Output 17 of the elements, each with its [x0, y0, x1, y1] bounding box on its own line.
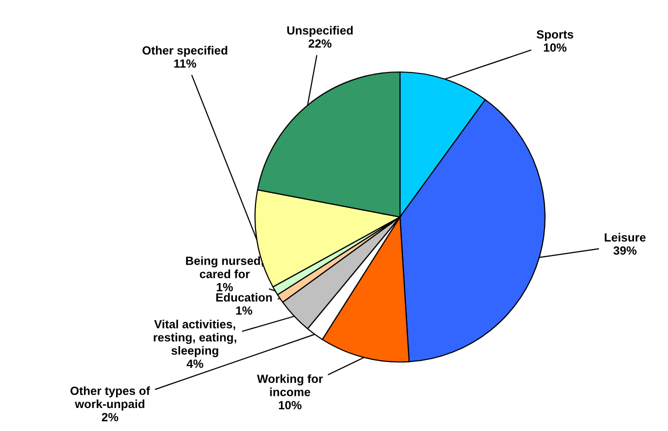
slice-label: Working for income	[257, 374, 323, 396]
slice-label: Vital activities, resting, eating, sleeping	[154, 320, 236, 358]
data-label: 10%	[278, 400, 302, 410]
legend-label: Education	[216, 292, 272, 302]
slice-label: Sports	[536, 30, 574, 41]
data-label: 22%	[308, 39, 332, 48]
data-label: 1%	[216, 283, 233, 292]
data-label: 39%	[613, 246, 637, 255]
slice-label: Other specified	[142, 46, 228, 57]
data-label: 1%	[236, 306, 252, 315]
slice-label: Leisure	[604, 232, 646, 242]
slice-label: Unspecified	[287, 26, 353, 37]
slice-label: Other types of work-unpaid	[70, 386, 150, 411]
data-label: 2%	[102, 412, 118, 422]
data-label: 4%	[186, 360, 204, 368]
data-label: 11%	[174, 59, 196, 68]
data-label: 10%	[544, 43, 567, 52]
